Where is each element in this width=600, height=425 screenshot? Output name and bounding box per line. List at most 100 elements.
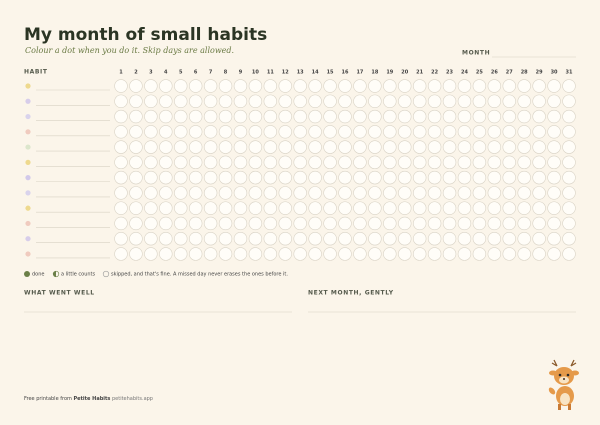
day-circle — [412, 140, 427, 154]
day-circle — [338, 155, 352, 170]
day-circle — [532, 201, 546, 215]
day-circle — [218, 186, 233, 200]
day-circle — [398, 125, 412, 139]
habit-color-dot — [25, 190, 31, 196]
day-circle — [412, 232, 427, 246]
day-circle — [353, 125, 367, 139]
day-circle — [353, 140, 367, 154]
day-number: 15 — [327, 70, 334, 76]
day-number: 13 — [297, 70, 304, 76]
day-circle — [368, 94, 382, 108]
day-circle — [383, 232, 397, 246]
day-circle — [114, 201, 128, 215]
day-circle — [338, 201, 352, 215]
day-circle — [278, 140, 292, 154]
day-circle — [308, 125, 322, 139]
day-circle — [353, 216, 367, 231]
day-circle — [144, 79, 158, 93]
day-number: 18 — [371, 70, 378, 76]
day-circle — [114, 232, 128, 246]
day-circle — [293, 140, 307, 154]
day-circle — [308, 232, 322, 246]
day-circle — [323, 109, 337, 124]
day-circle — [353, 201, 367, 215]
day-circle — [338, 186, 352, 200]
day-circle — [159, 155, 173, 170]
day-circle — [398, 232, 412, 246]
day-circle — [308, 216, 322, 231]
day-circle — [487, 232, 502, 246]
day-circle — [323, 94, 337, 108]
habit-label: HABIT — [24, 69, 48, 76]
day-circle — [532, 109, 546, 124]
day-circle — [502, 247, 516, 261]
day-circle — [412, 216, 427, 231]
day-circle — [457, 186, 472, 200]
day-circle — [502, 201, 516, 215]
day-circle — [308, 94, 322, 108]
day-circle — [442, 140, 457, 154]
day-circle — [218, 201, 233, 215]
day-circle — [487, 201, 502, 215]
day-circle — [203, 201, 218, 215]
day-circle — [293, 216, 307, 231]
day-circle — [472, 216, 487, 231]
day-circle — [233, 247, 248, 261]
day-circle — [353, 79, 367, 93]
day-circle — [233, 140, 248, 154]
day-circle — [383, 125, 397, 139]
day-circle — [368, 232, 382, 246]
day-circle — [532, 94, 546, 108]
day-circle — [383, 140, 397, 154]
day-circle — [248, 79, 263, 93]
footer-url: petitehabits.app — [112, 396, 153, 402]
day-number: 6 — [194, 70, 198, 76]
day-circle — [218, 155, 233, 170]
day-circle — [547, 94, 561, 108]
legend-done: done — [32, 272, 44, 278]
day-circle — [174, 79, 188, 93]
day-circle — [203, 170, 218, 185]
day-circle — [502, 170, 516, 185]
day-circle — [144, 201, 158, 215]
day-circle — [248, 170, 263, 185]
day-circle — [547, 170, 561, 185]
habit-color-dot — [25, 220, 31, 227]
day-circle — [248, 109, 263, 124]
day-circle — [368, 201, 382, 215]
day-circle — [457, 94, 472, 108]
day-circle — [233, 232, 248, 246]
day-circle — [383, 109, 397, 124]
day-circle — [188, 109, 203, 124]
day-circle — [502, 109, 516, 124]
day-circle — [263, 155, 278, 170]
day-circle — [517, 155, 531, 170]
day-circle — [412, 201, 427, 215]
day-circle — [562, 232, 576, 246]
day-circle — [308, 170, 322, 185]
day-circle — [218, 79, 233, 93]
day-circle — [532, 216, 546, 231]
day-circle — [487, 140, 502, 154]
day-circle — [547, 79, 561, 93]
day-circle — [472, 170, 487, 185]
day-circle — [323, 155, 337, 170]
day-circle — [383, 186, 397, 200]
day-number: 20 — [401, 70, 408, 76]
day-number: 12 — [282, 70, 289, 76]
day-circle — [547, 186, 561, 200]
day-number: 4 — [164, 70, 168, 76]
day-number: 8 — [224, 70, 228, 76]
day-circle — [353, 186, 367, 200]
day-circle — [398, 140, 412, 154]
day-circle — [174, 186, 188, 200]
day-circle — [532, 232, 546, 246]
habit-color-dot — [25, 144, 31, 150]
day-circle — [547, 232, 561, 246]
habit-color-dot — [25, 98, 31, 104]
day-circle — [278, 170, 292, 185]
day-number: 25 — [476, 70, 483, 76]
day-circle — [233, 125, 248, 139]
day-circle — [472, 109, 487, 124]
day-circle — [144, 232, 158, 246]
